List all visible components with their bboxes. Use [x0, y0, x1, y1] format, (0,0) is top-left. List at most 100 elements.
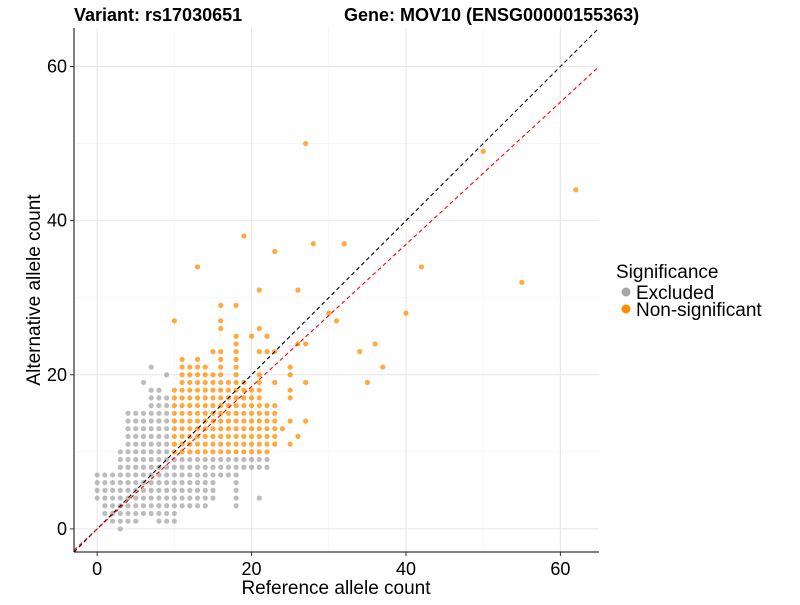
point-excluded	[256, 495, 262, 501]
point-excluded	[133, 456, 139, 463]
point-excluded	[148, 456, 154, 463]
point-non-significant	[241, 410, 247, 416]
point-non-significant	[279, 426, 286, 432]
point-non-significant	[264, 333, 270, 339]
point-excluded	[148, 402, 154, 409]
point-non-significant	[202, 379, 208, 386]
x-axis-label: Reference allele count	[241, 578, 431, 599]
point-non-significant	[194, 264, 201, 270]
point-excluded	[125, 518, 131, 524]
point-non-significant	[241, 402, 247, 409]
point-excluded	[156, 510, 162, 517]
point-non-significant	[187, 402, 193, 409]
point-excluded	[133, 495, 139, 501]
point-non-significant	[241, 441, 247, 447]
point-non-significant	[225, 449, 232, 455]
point-non-significant	[303, 140, 309, 147]
point-non-significant	[248, 449, 255, 455]
y-tick-label: 0	[57, 519, 67, 539]
point-excluded	[202, 487, 208, 493]
point-excluded	[117, 480, 123, 486]
point-excluded	[117, 487, 123, 493]
point-excluded	[148, 510, 154, 517]
point-non-significant	[210, 441, 216, 447]
legend-marker-non-significant	[621, 304, 631, 314]
x-tick-label: 60	[550, 559, 570, 579]
point-excluded	[133, 510, 139, 517]
point-excluded	[148, 503, 154, 509]
point-excluded	[179, 464, 185, 470]
point-excluded	[194, 472, 201, 478]
point-excluded	[194, 503, 201, 509]
point-non-significant	[295, 433, 301, 440]
point-non-significant	[287, 395, 293, 401]
point-non-significant	[341, 241, 347, 247]
point-non-significant	[218, 418, 224, 424]
point-excluded	[187, 464, 193, 470]
point-non-significant	[233, 418, 239, 424]
point-excluded	[179, 456, 185, 463]
point-non-significant	[210, 372, 216, 378]
axis-ticks: 0 20 40 60 0 20 40 60	[47, 57, 570, 579]
point-excluded	[233, 480, 239, 486]
point-excluded	[133, 433, 139, 440]
point-non-significant	[225, 426, 232, 432]
point-non-significant	[171, 410, 177, 416]
point-non-significant	[287, 364, 293, 370]
point-excluded	[125, 503, 131, 509]
point-non-significant	[256, 426, 262, 432]
point-non-significant	[194, 449, 201, 455]
point-non-significant	[179, 379, 185, 386]
point-non-significant	[202, 410, 208, 416]
point-non-significant	[233, 402, 239, 409]
point-excluded	[171, 495, 177, 501]
point-non-significant	[287, 441, 293, 447]
point-excluded	[110, 503, 116, 509]
point-excluded	[202, 472, 208, 478]
point-non-significant	[179, 372, 185, 378]
point-non-significant	[287, 387, 293, 393]
point-non-significant	[256, 349, 262, 355]
point-excluded	[171, 472, 177, 478]
point-excluded	[148, 464, 154, 470]
y-tick-label: 20	[47, 365, 67, 385]
point-non-significant	[194, 356, 201, 362]
point-non-significant	[225, 441, 232, 447]
data-points	[94, 140, 579, 532]
point-non-significant	[179, 433, 185, 440]
point-excluded	[133, 418, 139, 424]
point-excluded	[187, 472, 193, 478]
point-excluded	[148, 364, 154, 370]
point-non-significant	[218, 379, 224, 386]
point-excluded	[202, 456, 208, 463]
point-excluded	[164, 426, 170, 432]
point-non-significant	[218, 302, 224, 309]
point-excluded	[164, 510, 170, 517]
point-excluded	[156, 441, 162, 447]
point-excluded	[187, 487, 193, 493]
point-excluded	[156, 503, 162, 509]
point-excluded	[202, 503, 208, 509]
point-non-significant	[233, 372, 239, 378]
point-excluded	[148, 495, 154, 501]
point-non-significant	[264, 426, 270, 432]
point-non-significant	[233, 333, 239, 339]
point-excluded	[210, 487, 216, 493]
point-excluded	[125, 464, 131, 470]
point-non-significant	[295, 287, 301, 293]
point-excluded	[156, 487, 162, 493]
point-excluded	[194, 480, 201, 486]
point-non-significant	[179, 410, 185, 416]
point-non-significant	[264, 441, 270, 447]
point-excluded	[148, 426, 154, 432]
point-excluded	[233, 472, 239, 478]
point-non-significant	[272, 248, 278, 255]
point-non-significant	[233, 349, 239, 355]
point-non-significant	[225, 410, 232, 416]
legend-title: Significance	[616, 262, 718, 283]
point-excluded	[233, 487, 239, 493]
point-excluded	[125, 510, 131, 517]
point-non-significant	[179, 418, 185, 424]
point-non-significant	[225, 379, 232, 386]
point-excluded	[241, 456, 247, 463]
